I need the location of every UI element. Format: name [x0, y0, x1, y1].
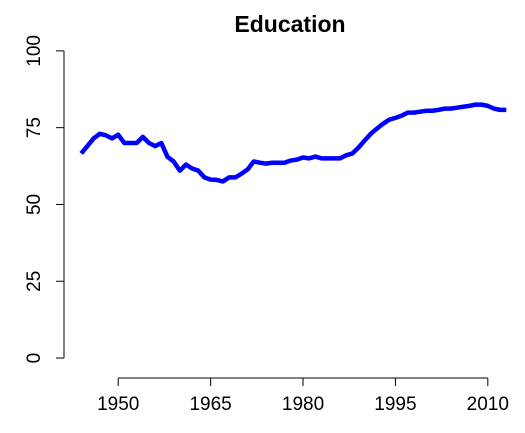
data-line: [79, 102, 507, 184]
x-tick-label: 1950: [97, 394, 139, 415]
x-tick-label: 1965: [189, 394, 231, 415]
y-tick-label: 0: [24, 353, 45, 364]
y-tick-label: 75: [24, 117, 45, 138]
y-tick-label: 50: [24, 194, 45, 215]
chart-title: Education: [234, 11, 345, 37]
x-tick-label: 2010: [467, 394, 509, 415]
y-tick-label: 25: [24, 271, 45, 292]
x-tick-label: 1980: [282, 394, 324, 415]
y-tick-label: 100: [24, 35, 45, 67]
x-tick-label: 1995: [374, 394, 416, 415]
